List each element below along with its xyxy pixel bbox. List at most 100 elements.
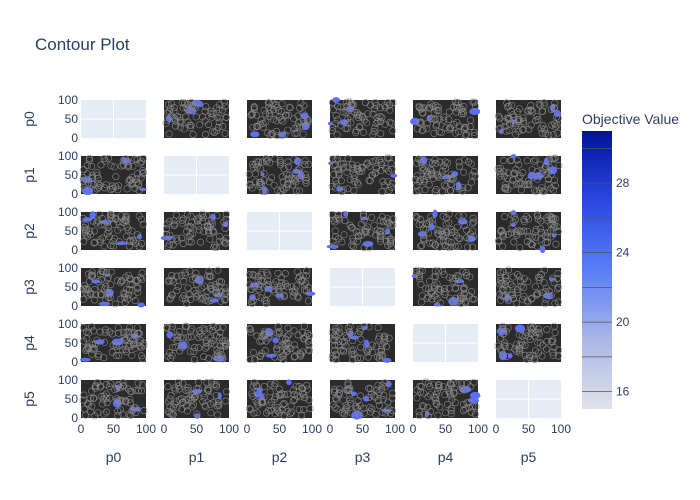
panel-p5-vs-p4 [495, 323, 562, 363]
panel-p5-vs-p1 [495, 154, 562, 195]
panel-p0-vs-p2 [80, 211, 147, 250]
x-tick-label: 0 [78, 422, 85, 436]
colorbar-title: Objective Value [582, 111, 679, 127]
y-tick-label: 50 [65, 168, 79, 182]
contour-region [139, 188, 146, 191]
contour-region [332, 97, 340, 103]
panel-p4-vs-p5 [413, 379, 481, 419]
y-axis-label-p4: p4 [21, 335, 37, 351]
x-tick-label: 100 [302, 422, 322, 436]
panel-p3-vs-p3 [330, 268, 395, 306]
y-tick-label: 0 [71, 355, 78, 369]
contour-region [469, 398, 479, 403]
panel-p4-vs-p0 [410, 99, 480, 139]
y-tick-label: 100 [58, 93, 78, 107]
panel-p2-vs-p2 [247, 212, 312, 250]
y-axis-label-p1: p1 [21, 167, 37, 183]
x-axis-label-p1: p1 [189, 449, 205, 465]
panel-p5-vs-p5 [496, 380, 561, 418]
y-tick-label: 50 [65, 336, 79, 350]
panel-p2-vs-p0 [247, 100, 312, 139]
panel-p1-vs-p4 [164, 323, 230, 363]
x-tick-label: 50 [522, 422, 536, 436]
panel-p4-vs-p4 [413, 324, 478, 362]
contour-region [433, 210, 438, 218]
panel-p2-vs-p3 [246, 268, 315, 307]
contour-region [266, 354, 277, 358]
panel-p0-vs-p1 [80, 155, 147, 195]
colorbar-tick-label: 28 [616, 176, 630, 190]
colorbar-tick-label: 20 [616, 315, 630, 329]
colorbar: Objective Value 16 20 24 28 [582, 111, 679, 409]
colorbar-tick-label: 16 [616, 385, 630, 399]
x-axis-label-p2: p2 [272, 449, 288, 465]
x-tick-label: 0 [410, 422, 417, 436]
y-tick-label: 100 [58, 373, 78, 387]
y-tick-label: 50 [65, 280, 79, 294]
panel-p2-vs-p5 [246, 379, 313, 419]
x-tick-label: 100 [551, 422, 571, 436]
x-tick-label: 0 [161, 422, 168, 436]
panel-p2-vs-p1 [246, 156, 312, 195]
x-tick-label: 100 [219, 422, 239, 436]
x-axis-label-p3: p3 [355, 449, 371, 465]
panel-p5-vs-p2 [495, 210, 561, 253]
y-tick-label: 100 [58, 149, 78, 163]
chart-title: Contour Plot [35, 35, 130, 54]
panel-p1-vs-p0 [163, 99, 230, 138]
panel-p0-vs-p0 [81, 100, 146, 138]
x-tick-label: 50 [190, 422, 204, 436]
y-axis-label-p5: p5 [21, 391, 37, 407]
x-tick-label: 100 [468, 422, 488, 436]
panel-p0-vs-p5 [80, 379, 147, 419]
colorbar-gradient [582, 131, 612, 409]
contour-region [294, 157, 301, 165]
panel-p3-vs-p0 [328, 97, 396, 138]
panel-p1-vs-p2 [161, 211, 230, 251]
panel-p1-vs-p1 [164, 156, 229, 194]
panel-p2-vs-p4 [246, 323, 312, 363]
x-axis-label-p4: p4 [438, 449, 454, 465]
panel-p4-vs-p3 [412, 267, 478, 307]
y-tick-label: 0 [71, 299, 78, 313]
panel-p5-vs-p0 [495, 100, 561, 139]
y-axis-label-p2: p2 [21, 223, 37, 239]
y-tick-label: 100 [58, 317, 78, 331]
contour-region [137, 234, 142, 240]
y-axis-label-p3: p3 [21, 279, 37, 295]
x-tick-label: 50 [273, 422, 287, 436]
panel-p4-vs-p1 [412, 156, 478, 195]
y-axis-label-p0: p0 [21, 111, 37, 127]
panel-p1-vs-p5 [164, 379, 230, 419]
y-tick-label: 100 [58, 205, 78, 219]
contour-region [137, 303, 145, 308]
contour-region [286, 379, 292, 385]
contour-region [80, 358, 91, 362]
panel-p4-vs-p2 [413, 210, 478, 251]
x-axis-label-p5: p5 [521, 449, 537, 465]
y-tick-label: 0 [71, 243, 78, 257]
panel-p3-vs-p4 [329, 323, 395, 363]
panel-grid: 0 50 100 p0 0 50 100 p1 0 50 100 p2 0 50 100 p3 0 50 100 p4… [21, 93, 571, 465]
contour-region [328, 122, 333, 126]
panel-p3-vs-p2 [327, 211, 396, 251]
x-tick-label: 100 [136, 422, 156, 436]
y-tick-label: 0 [71, 131, 78, 145]
panel-p5-vs-p3 [496, 267, 562, 307]
panel-p3-vs-p1 [328, 155, 397, 195]
panel-p0-vs-p4 [80, 324, 147, 363]
contour-region [470, 392, 481, 399]
y-tick-label: 0 [71, 187, 78, 201]
y-tick-label: 100 [58, 261, 78, 275]
panel-p3-vs-p5 [330, 380, 396, 420]
panel-p0-vs-p3 [80, 268, 146, 308]
x-tick-label: 100 [385, 422, 405, 436]
colorbar-tick-label: 24 [616, 246, 630, 260]
x-tick-label: 0 [493, 422, 500, 436]
contour-region [250, 131, 259, 137]
x-tick-label: 50 [107, 422, 121, 436]
x-axis-label-p0: p0 [106, 449, 122, 465]
y-tick-label: 50 [65, 392, 79, 406]
y-tick-label: 50 [65, 112, 79, 126]
